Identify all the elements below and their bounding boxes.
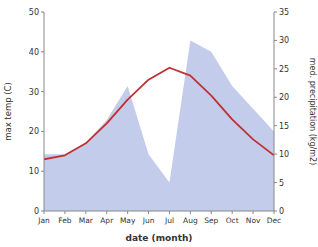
y-tick xyxy=(41,12,44,13)
y2-tick-label: 35 xyxy=(279,8,289,17)
x-tick xyxy=(232,211,233,214)
chart-svg: JanFebMarAprMayJunJulAugSepOctNovDec0102… xyxy=(0,0,318,247)
y-axis-line xyxy=(44,12,45,211)
y2-tick xyxy=(274,97,277,98)
y-tick xyxy=(41,91,44,92)
y2-tick-label: 30 xyxy=(279,36,289,45)
x-tick-label: Mar xyxy=(79,216,94,225)
y-tick-label: 0 xyxy=(34,207,39,216)
y-tick-label: 20 xyxy=(29,127,39,136)
x-tick-label: Nov xyxy=(246,216,261,225)
x-tick xyxy=(253,211,254,214)
x-tick-label: Jan xyxy=(37,216,50,225)
x-tick-label: Dec xyxy=(267,216,282,225)
x-tick xyxy=(211,211,212,214)
y-tick xyxy=(41,51,44,52)
plot-area xyxy=(44,40,274,211)
y-tick-label: 30 xyxy=(29,88,39,97)
y2-tick xyxy=(274,154,277,155)
y2-tick-label: 15 xyxy=(279,122,289,131)
y2-tick-label: 0 xyxy=(279,207,284,216)
x-tick xyxy=(190,211,191,214)
x-tick-label: Apr xyxy=(100,216,114,225)
x-axis-line xyxy=(44,211,274,212)
x-tick-label: Feb xyxy=(58,216,72,225)
x-tick-label: Jun xyxy=(142,216,155,225)
y2-tick xyxy=(274,68,277,69)
x-tick-label: Sep xyxy=(204,216,218,225)
y-tick xyxy=(41,211,44,212)
y2-tick-label: 10 xyxy=(279,150,289,159)
y-tick-label: 40 xyxy=(29,48,39,57)
x-tick xyxy=(85,211,86,214)
y2-tick-label: 25 xyxy=(279,65,289,74)
y2-axis-line xyxy=(274,12,275,211)
y2-tick xyxy=(274,125,277,126)
y-tick xyxy=(41,131,44,132)
x-tick xyxy=(64,211,65,214)
x-tick xyxy=(148,211,149,214)
y2-tick xyxy=(274,211,277,212)
x-tick xyxy=(106,211,107,214)
y-tick-label: 10 xyxy=(29,167,39,176)
temperature-line xyxy=(44,68,274,160)
x-tick xyxy=(127,211,128,214)
y-tick xyxy=(41,171,44,172)
y2-tick xyxy=(274,40,277,41)
x-tick-label: Aug xyxy=(183,216,198,225)
precipitation-area xyxy=(44,40,274,211)
y2-tick xyxy=(274,182,277,183)
y2-tick xyxy=(274,12,277,13)
chart-container: JanFebMarAprMayJunJulAugSepOctNovDec0102… xyxy=(0,0,318,247)
y2-tick-label: 20 xyxy=(279,93,289,102)
x-tick xyxy=(169,211,170,214)
x-axis-title: date (month) xyxy=(126,233,193,243)
x-tick-label: Jul xyxy=(164,216,174,225)
y-tick-label: 50 xyxy=(29,8,39,17)
y2-tick-label: 5 xyxy=(279,179,284,188)
x-tick-label: May xyxy=(120,216,136,225)
y-axis-title: max temp (C) xyxy=(3,82,13,141)
y2-axis-title: med. precipitation (kg/m2) xyxy=(308,58,317,165)
x-tick-label: Oct xyxy=(226,216,239,225)
